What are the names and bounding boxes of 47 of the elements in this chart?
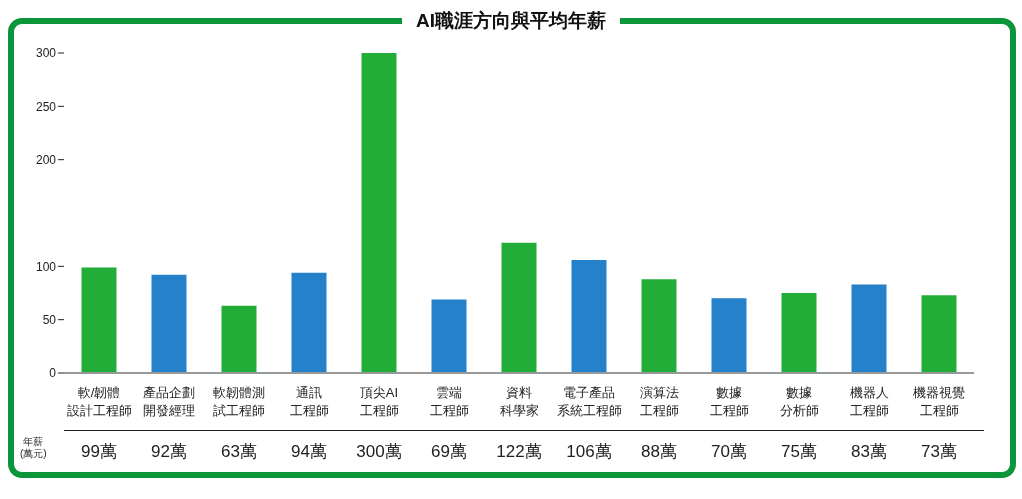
bar xyxy=(431,299,467,373)
data-label: 122萬 xyxy=(496,442,542,461)
data-label: 63萬 xyxy=(221,442,257,461)
data-label: 300萬 xyxy=(356,442,402,461)
y-tick-label: 0 xyxy=(49,366,57,381)
bar xyxy=(291,272,327,373)
x-tick-label: 資料科學家 xyxy=(499,385,539,418)
x-tick-label: 頂尖AI工程師 xyxy=(359,385,399,418)
data-label: 92萬 xyxy=(151,442,187,461)
bar xyxy=(221,305,257,373)
x-tick-label: 數據工程師 xyxy=(709,385,749,418)
bar xyxy=(921,295,957,373)
y-tick-label: 200 xyxy=(35,152,57,167)
x-tick-label: 軟/韌體設計工程師 xyxy=(66,385,132,418)
x-tick-label: 產品企劃開發經理 xyxy=(143,385,195,418)
bar xyxy=(151,274,187,373)
data-label: 94萬 xyxy=(291,442,327,461)
bar xyxy=(781,293,817,373)
bar xyxy=(571,259,607,373)
bar xyxy=(81,267,117,373)
x-tick-label: 機器人工程師 xyxy=(849,385,889,418)
x-tick-label: 通訊工程師 xyxy=(289,385,329,418)
data-label: 75萬 xyxy=(781,442,817,461)
x-tick-label: 電子產品系統工程師 xyxy=(556,385,622,418)
chart-title: AI職涯方向與平均年薪 xyxy=(402,10,620,31)
data-label: 70萬 xyxy=(711,442,747,461)
y-tick-label: 100 xyxy=(35,259,57,274)
y-tick-label: 50 xyxy=(42,312,57,327)
bar xyxy=(711,298,747,373)
x-tick-label: 演算法工程師 xyxy=(639,385,679,418)
data-label: 69萬 xyxy=(431,442,467,461)
y-tick-label: 300 xyxy=(35,46,57,61)
data-label: 99萬 xyxy=(81,442,117,461)
x-tick-label: 雲端工程師 xyxy=(429,385,469,418)
bar xyxy=(361,53,397,373)
bar xyxy=(851,284,887,373)
y-tick-label: 250 xyxy=(35,99,57,114)
bar xyxy=(501,242,537,373)
x-tick-label: 機器視覺工程師 xyxy=(913,385,965,418)
data-label: 73萬 xyxy=(921,442,957,461)
text: 年薪 (萬元) xyxy=(20,436,47,460)
x-tick-label: 軟韌體測試工程師 xyxy=(213,385,265,418)
data-label: 88萬 xyxy=(641,442,677,461)
data-label: 106萬 xyxy=(566,442,612,461)
bar xyxy=(641,279,677,373)
data-label: 83萬 xyxy=(851,442,887,461)
x-tick-label: 數據分析師 xyxy=(779,385,819,418)
